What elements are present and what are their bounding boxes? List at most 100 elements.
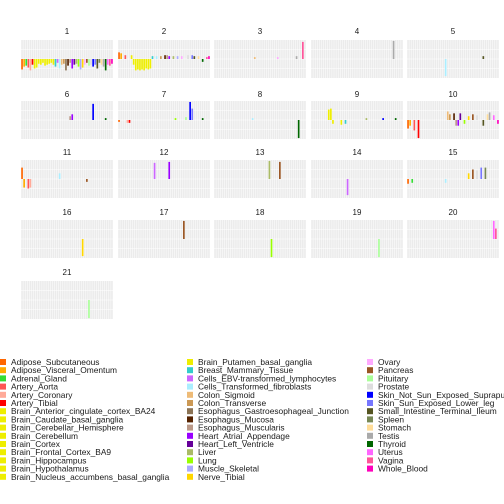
bar [71, 59, 74, 69]
bar [495, 228, 497, 239]
legend-key [187, 359, 193, 365]
bar [206, 57, 208, 59]
legend-label: Small_Intestine_Terminal_Ileum [378, 406, 497, 416]
legend-key [187, 400, 193, 406]
bar [457, 120, 460, 126]
legend-label: Pituitary [378, 373, 409, 383]
legend-key [187, 457, 193, 464]
legend-key [187, 473, 193, 480]
bar [191, 108, 194, 120]
legend-key [0, 391, 6, 398]
bar [476, 115, 478, 120]
panel-title: 2 [162, 27, 167, 36]
bar [86, 59, 88, 63]
bar [302, 41, 304, 59]
legend-item: Artery_Aorta [0, 382, 58, 392]
legend-item: Brain_Cortex [0, 439, 61, 449]
bar [145, 59, 148, 69]
panel-10: 10 [406, 90, 500, 139]
panel-grid [406, 101, 500, 139]
bar [340, 120, 343, 125]
panel-title: 13 [256, 148, 265, 157]
panel-grid [213, 220, 307, 258]
bar [134, 59, 137, 71]
bar [164, 55, 166, 59]
legend-item: Brain_Caudate_basal_ganglia [0, 414, 124, 424]
legend-key [367, 465, 373, 472]
bar [118, 52, 120, 59]
panel-title: 1 [65, 27, 70, 36]
bar [330, 108, 332, 120]
bar [492, 220, 495, 239]
panel-title: 6 [65, 90, 70, 99]
legend-key [367, 408, 373, 415]
legend-key [0, 441, 6, 447]
bar [467, 173, 470, 179]
bar [83, 59, 86, 65]
legend-item: Vagina [367, 455, 404, 465]
panel-19: 19 [310, 208, 404, 258]
legend-key [0, 359, 6, 365]
legend-key [367, 424, 373, 431]
bar [488, 112, 491, 120]
legend-item: Skin_Not_Sun_Exposed_Suprapubic [367, 390, 504, 400]
bar [486, 114, 489, 120]
bar [102, 59, 105, 67]
bar [88, 59, 90, 66]
panel-title: 11 [63, 148, 72, 157]
bar [139, 59, 141, 71]
panel-16: 16 [20, 208, 114, 258]
panel-12: 12 [117, 148, 211, 198]
bar [346, 179, 349, 196]
bar [409, 120, 411, 126]
panel-grid [406, 220, 500, 258]
legend-key [187, 408, 193, 415]
legend-item: Artery_Tibial [0, 398, 58, 408]
bar [88, 300, 90, 319]
bar [104, 118, 107, 120]
bar [124, 55, 127, 59]
legend-item: Brain_Hypothalamus [0, 464, 89, 474]
bar [276, 57, 279, 59]
legend-item: Testis [367, 431, 399, 441]
panel-1: 1 [20, 27, 114, 78]
legend-key [0, 432, 6, 439]
legend-label: Brain_Putamen_basal_ganglia [198, 357, 312, 367]
bar [58, 173, 61, 179]
panel-8: 8 [213, 90, 307, 139]
bar [327, 109, 330, 120]
legend-item: Prostate [367, 382, 410, 392]
bar [149, 59, 152, 69]
bar [63, 59, 65, 64]
panel-4: 4 [310, 27, 404, 78]
legend-key [0, 424, 6, 431]
bar [92, 59, 94, 67]
legend-key [367, 391, 373, 398]
bar [130, 55, 133, 59]
legend-item: Adipose_Visceral_Omentum [0, 365, 117, 375]
legend-label: Cells_Transformed_fibroblasts [198, 382, 311, 392]
legend-label: Artery_Coronary [11, 390, 73, 400]
bar [31, 59, 34, 65]
bar [472, 114, 474, 120]
legend-item: Skin_Sun_Exposed_Lower_leg [367, 398, 495, 408]
bar [168, 161, 171, 179]
panel-13: 13 [213, 148, 307, 198]
bar [54, 59, 57, 67]
bar [90, 59, 92, 65]
legend-label: Muscle_Skeletal [198, 464, 259, 474]
panel-grid [20, 101, 114, 139]
legend-key [187, 391, 193, 398]
legend-key [0, 375, 6, 382]
bar [463, 120, 466, 124]
bar [444, 59, 447, 77]
legend-label: Heart_Left_Ventricle [198, 439, 274, 449]
panel-17: 17 [117, 208, 211, 258]
legend-item: Pancreas [367, 365, 413, 375]
legend-item: Stomach [367, 423, 411, 433]
bar [332, 120, 334, 124]
bar [201, 59, 204, 62]
legend-key [187, 375, 193, 382]
panel-title: 9 [355, 90, 360, 99]
bar [279, 161, 281, 179]
